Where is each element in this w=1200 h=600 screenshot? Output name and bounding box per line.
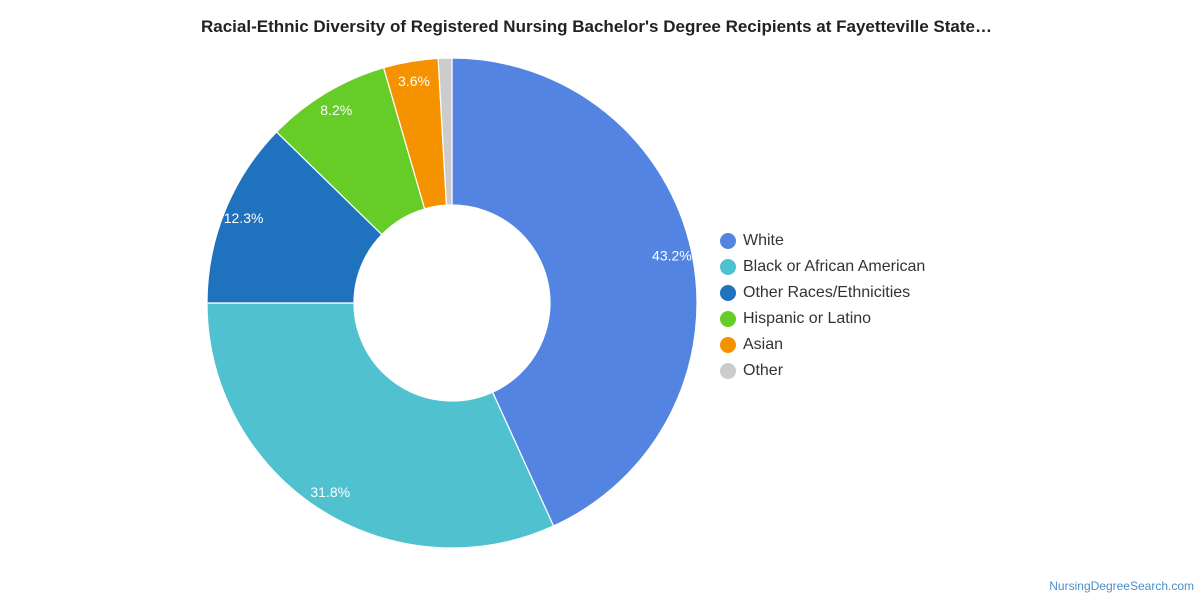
legend-label: Other [743, 362, 784, 379]
slice-value-label: 43.2% [652, 247, 692, 263]
donut-slices [206, 57, 698, 549]
legend-swatch [720, 259, 736, 275]
donut-slice-white[interactable] [451, 57, 698, 527]
legend-label: Other Races/Ethnicities [743, 284, 911, 301]
legend-swatch [720, 311, 736, 327]
legend-swatch [720, 363, 736, 379]
legend-item[interactable]: Other [720, 358, 925, 384]
slice-value-label: 31.8% [310, 484, 350, 500]
slice-value-label: 12.3% [224, 210, 264, 226]
donut-slice-labels: 43.2% 31.8% 12.3% 8.2% 3.6% [224, 73, 692, 500]
slice-value-label: 3.6% [398, 73, 430, 89]
source-credit[interactable]: NursingDegreeSearch.com [1049, 579, 1194, 593]
legend-label: Black or African American [743, 258, 926, 275]
donut-slice-black-or-african-american[interactable] [206, 302, 555, 549]
legend-item[interactable]: Hispanic or Latino [720, 306, 925, 332]
legend-swatch [720, 285, 736, 301]
legend-swatch [720, 233, 736, 249]
legend-item[interactable]: Asian [720, 332, 925, 358]
donut-slice-other-races-ethnicities[interactable] [206, 131, 383, 304]
legend-label: White [743, 232, 784, 249]
legend-label: Asian [743, 336, 784, 353]
legend-item[interactable]: White [720, 228, 925, 254]
chart-title: Racial-Ethnic Diversity of Registered Nu… [200, 17, 993, 36]
chart-legend: White Black or African American Other Race… [720, 228, 925, 384]
legend-label: Hispanic or Latino [743, 310, 872, 327]
slice-value-label: 8.2% [320, 102, 352, 118]
legend-item[interactable]: Other Races/Ethnicities [720, 280, 925, 306]
legend-swatch [720, 337, 736, 353]
donut-slice-other[interactable] [437, 57, 453, 206]
legend-item[interactable]: Black or African American [720, 254, 925, 280]
